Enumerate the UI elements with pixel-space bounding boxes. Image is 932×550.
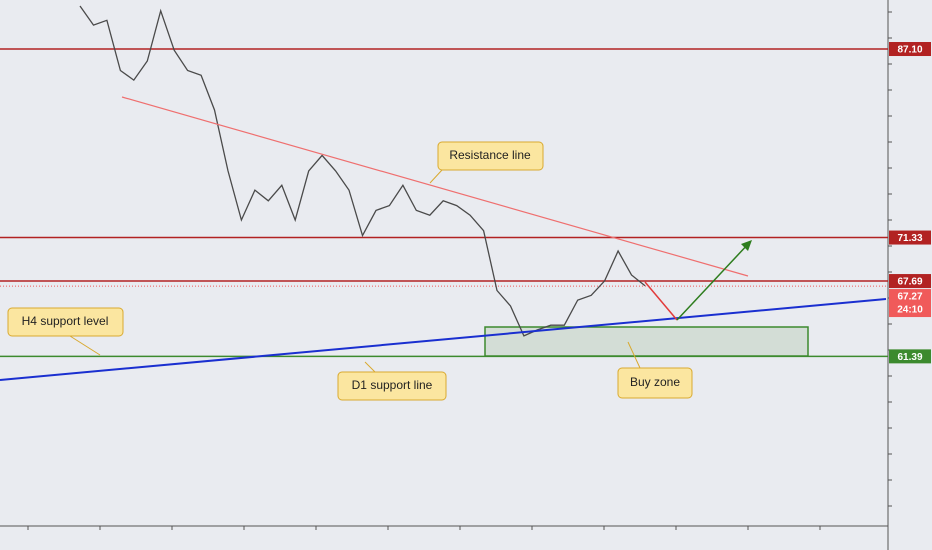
arrow-head bbox=[741, 240, 752, 251]
price-label-box bbox=[889, 274, 931, 289]
note-resistance: Resistance line bbox=[429, 141, 544, 184]
note-text: Buy zone bbox=[630, 375, 680, 389]
levels bbox=[0, 48, 888, 358]
price-label-box bbox=[889, 230, 931, 245]
note-box bbox=[7, 307, 124, 337]
note-pointer bbox=[429, 169, 443, 184]
price-label: 61.39 bbox=[897, 352, 922, 363]
down-arrow bbox=[644, 281, 678, 321]
price-label-box bbox=[889, 289, 931, 318]
note-buy: Buy zone bbox=[617, 341, 693, 399]
note-text: D1 support line bbox=[352, 378, 433, 392]
price-label: 67.27 bbox=[897, 292, 922, 303]
note-text: Resistance line bbox=[449, 148, 531, 162]
price-label-box bbox=[889, 349, 931, 364]
d1-support-line bbox=[0, 298, 887, 381]
resistance-line bbox=[121, 96, 749, 277]
price-label: 67.69 bbox=[897, 277, 922, 288]
price-labels: 87.10 71.33 67.69 61.39 67.27 24:10 bbox=[889, 42, 931, 364]
note-box bbox=[617, 367, 693, 399]
note-pointer bbox=[364, 361, 376, 373]
up-arrow bbox=[676, 241, 751, 321]
note-text: H4 support level bbox=[22, 314, 109, 328]
buy-zone bbox=[484, 326, 809, 357]
price-label: 71.33 bbox=[897, 233, 922, 244]
note-box bbox=[337, 371, 447, 401]
note-pointer bbox=[627, 341, 641, 369]
note-pointer bbox=[69, 335, 101, 356]
price-label-box bbox=[889, 42, 931, 57]
note-d1: D1 support line bbox=[337, 361, 447, 401]
note-h4: H4 support level bbox=[7, 307, 124, 356]
price-line bbox=[79, 5, 646, 337]
price-label: 87.10 bbox=[897, 45, 922, 56]
countdown: 24:10 bbox=[897, 305, 923, 316]
note-box bbox=[437, 141, 544, 171]
price bbox=[79, 5, 646, 337]
